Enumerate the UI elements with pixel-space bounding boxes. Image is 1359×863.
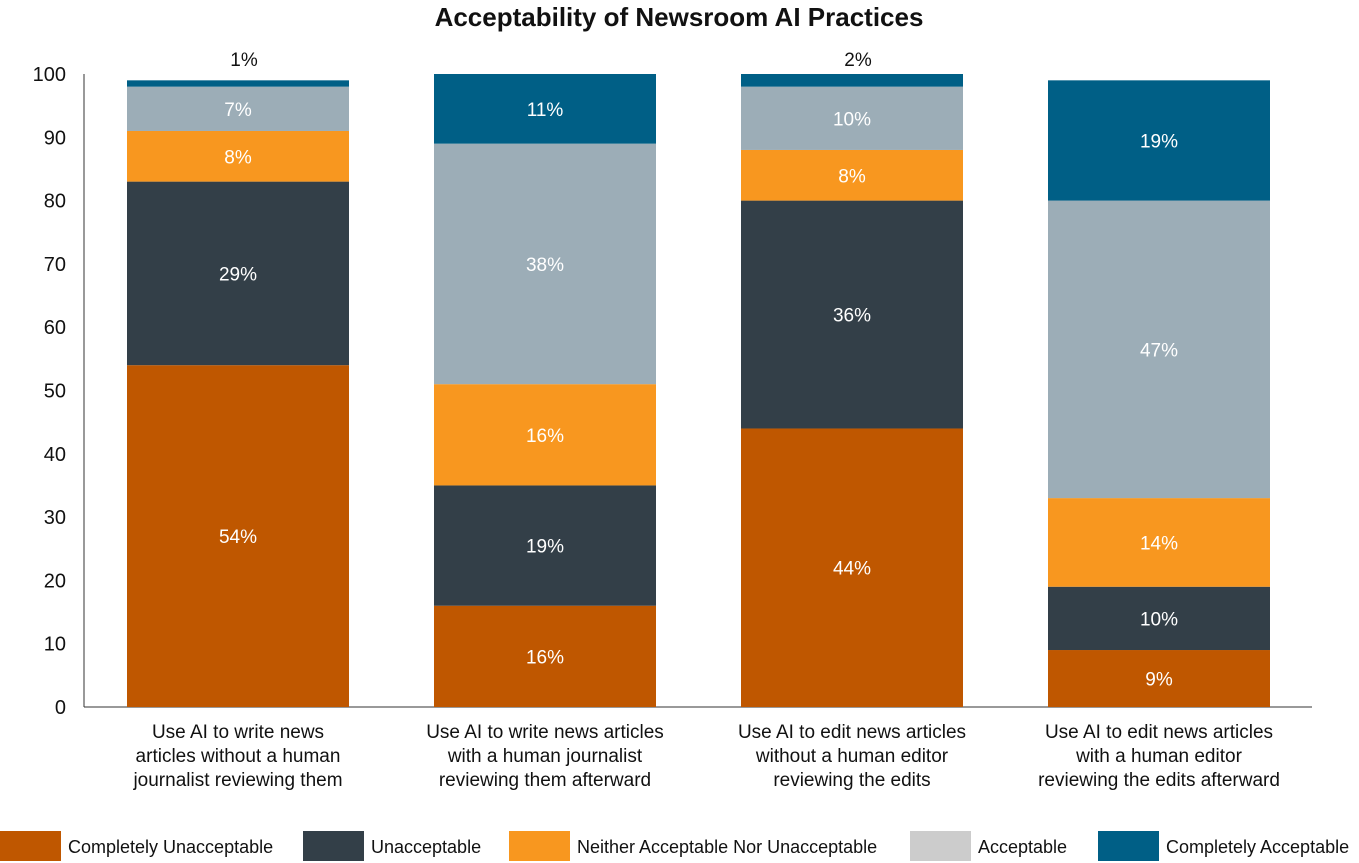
legend-label: Unacceptable (371, 837, 481, 857)
data-label: 16% (526, 426, 564, 447)
category-label-line: without a human editor (755, 746, 949, 767)
data-labels: 54% 29% 8% 7% 1% 16% 19% 16% 38% 11% 44% 36% 8% 10% 2%… (219, 50, 1178, 691)
category-label-line: reviewing them afterward (439, 770, 651, 791)
y-tick-label: 100 (33, 64, 66, 86)
bar-segment (1048, 200, 1270, 499)
bar-segment (741, 428, 963, 707)
category-label-line: journalist reviewing them (132, 770, 342, 791)
category-label-line: Use AI to edit news articles (738, 722, 966, 743)
y-tick-label: 40 (44, 444, 66, 466)
bar-segment (434, 74, 656, 144)
bar-segment (127, 365, 349, 707)
bar-segment (434, 143, 656, 385)
data-label: 38% (526, 255, 564, 276)
legend-label: Acceptable (978, 837, 1067, 857)
data-label: 1% (230, 50, 258, 71)
bar-segment (1048, 650, 1270, 707)
bar-segment (127, 130, 349, 182)
category-label: Use AI to edit news articles with a human… (1038, 722, 1280, 791)
data-label: 47% (1140, 340, 1178, 361)
category-label-line: Use AI to write news (152, 722, 324, 743)
category-label: Use AI to write news articles without a h… (132, 722, 342, 791)
category-label-line: with a human journalist (447, 746, 643, 767)
bar-segment (127, 86, 349, 131)
y-tick-label: 50 (44, 381, 66, 403)
y-tick-label: 20 (44, 570, 66, 592)
bar-segment (741, 149, 963, 201)
category-labels: Use AI to write news articles without a h… (132, 722, 1279, 791)
data-label: 9% (1145, 670, 1173, 691)
category-label-line: reviewing the edits (773, 770, 930, 791)
y-tick-label: 60 (44, 317, 66, 339)
y-tick-label: 70 (44, 254, 66, 276)
bars (127, 74, 1270, 707)
data-label: 8% (224, 147, 252, 168)
data-label: 11% (527, 100, 564, 121)
legend-swatch (1098, 831, 1159, 861)
data-label: 10% (833, 109, 871, 130)
category-label: Use AI to write news articles with a huma… (426, 722, 664, 791)
data-label: 14% (1140, 533, 1178, 554)
data-label: 54% (219, 527, 257, 548)
bar-segment (127, 80, 349, 87)
bar-segment (1048, 498, 1270, 587)
data-label: 44% (833, 559, 871, 580)
bar-segment (1048, 586, 1270, 651)
bar-segment (434, 384, 656, 486)
data-label: 29% (219, 264, 257, 285)
y-tick-label: 80 (44, 191, 66, 213)
data-label: 19% (1140, 131, 1178, 152)
legend-label: Neither Acceptable Nor Unacceptable (577, 837, 877, 857)
legend-swatch (509, 831, 570, 861)
bar-segment (741, 74, 963, 87)
legend-swatch (910, 831, 971, 861)
bar-segment (741, 86, 963, 150)
data-label: 36% (833, 306, 871, 327)
category-label-line: reviewing the edits afterward (1038, 770, 1280, 791)
category-label-line: Use AI to write news articles (426, 722, 664, 743)
category-label-line: Use AI to edit news articles (1045, 722, 1273, 743)
bar-segment (434, 605, 656, 707)
y-tick-label: 10 (44, 634, 66, 656)
data-label: 16% (526, 647, 564, 668)
category-label-line: with a human editor (1075, 746, 1242, 767)
chart-title: Acceptability of Newsroom AI Practices (435, 2, 924, 32)
legend-swatch (303, 831, 364, 861)
bar-segment (1048, 80, 1270, 201)
data-label: 10% (1140, 609, 1178, 630)
legend: Completely Unacceptable Unacceptable Neith… (0, 831, 1349, 861)
data-label: 19% (526, 537, 564, 558)
y-tick-label: 0 (55, 697, 66, 719)
y-tick-label: 90 (44, 127, 66, 149)
category-label: Use AI to edit news articles without a hu… (738, 722, 966, 791)
bar-segment (127, 181, 349, 366)
category-label-line: articles without a human (136, 746, 341, 767)
bar-segment (741, 200, 963, 429)
legend-swatch (0, 831, 61, 861)
y-tick-label: 30 (44, 507, 66, 529)
data-label: 2% (844, 50, 872, 71)
legend-label: Completely Acceptable (1166, 837, 1349, 857)
legend-label: Completely Unacceptable (68, 837, 273, 857)
data-label: 8% (838, 166, 866, 187)
data-label: 7% (224, 100, 252, 121)
bar-segment (434, 485, 656, 606)
